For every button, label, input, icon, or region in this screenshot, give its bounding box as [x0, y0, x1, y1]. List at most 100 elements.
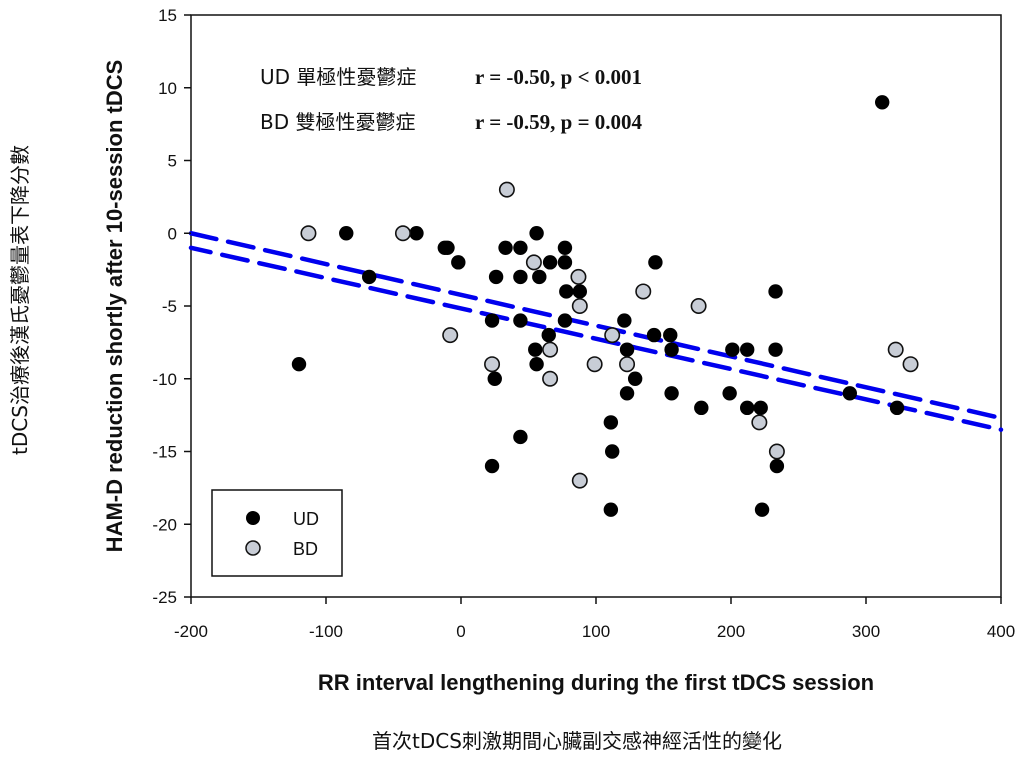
data-point-ud: [754, 502, 770, 517]
data-point-ud: [291, 357, 307, 372]
data-point-ud: [722, 386, 737, 401]
data-point-ud: [487, 371, 502, 386]
data-point-ud: [557, 240, 573, 255]
data-point-ud: [768, 284, 783, 299]
legend: UD BD: [211, 489, 343, 577]
annotation-ud: UD 單極性憂鬱症 r = -0.50, p < 0.001: [260, 65, 642, 89]
y-axis-ticks: 15 10 5 0 -5 -10 -15 -20 -25: [152, 6, 191, 607]
x-tick-label: 400: [987, 622, 1015, 641]
data-point-ud: [559, 284, 574, 299]
y-axis-label-chinese: tDCS治療後漢氏憂鬱量表下降分數: [8, 145, 32, 455]
data-point-ud: [339, 226, 354, 241]
data-point-ud: [532, 269, 547, 285]
data-point-ud: [529, 357, 544, 372]
data-point-ud: [541, 327, 556, 343]
y-tick-label: -20: [152, 515, 177, 534]
x-tick-label: 100: [582, 622, 610, 641]
data-point-ud: [769, 458, 785, 474]
x-tick-label: 0: [456, 622, 465, 641]
data-point-ud: [529, 226, 544, 241]
data-point-ud: [513, 313, 528, 328]
data-point-bd: [484, 356, 501, 373]
y-tick-label: 0: [168, 224, 177, 243]
annotation-ud-stat: r = -0.50, p < 0.001: [475, 65, 642, 89]
data-point-ud: [542, 255, 558, 270]
data-point-ud: [513, 240, 528, 255]
data-point-ud: [603, 415, 619, 430]
data-point-ud: [617, 313, 632, 328]
annotation-bd-label: BD 雙極性憂鬱症: [260, 110, 415, 134]
y-axis-label: HAM-D reduction shortly after 10-session…: [102, 60, 127, 553]
data-point-bd: [690, 297, 707, 314]
data-point-ud: [557, 313, 573, 328]
data-point-ud: [663, 327, 678, 343]
data-point-bd: [442, 327, 459, 344]
data-point-ud: [740, 400, 755, 416]
annotation-ud-label: UD 單極性憂鬱症: [260, 65, 416, 89]
data-point-ud: [484, 458, 500, 474]
legend-label-ud: UD: [293, 509, 319, 529]
data-point-ud: [603, 502, 619, 517]
regression-line-ud: [188, 231, 1004, 421]
data-point-bd: [571, 297, 588, 314]
data-point-bd: [570, 268, 587, 285]
y-tick-label: 10: [158, 79, 177, 98]
annotation-bd: BD 雙極性憂鬱症 r = -0.59, p = 0.004: [260, 110, 643, 134]
data-point-ud: [646, 327, 662, 343]
data-point-bd: [542, 341, 559, 358]
data-point-ud: [528, 342, 543, 357]
data-point-ud: [440, 240, 455, 255]
data-point-ud: [488, 269, 504, 285]
data-point-ud: [513, 269, 528, 285]
data-point-ud: [409, 226, 424, 241]
legend-label-bd: BD: [293, 539, 318, 559]
data-point-ud: [605, 444, 620, 459]
data-point-bd: [902, 356, 919, 373]
y-tick-label: 5: [168, 152, 177, 171]
data-point-ud: [875, 95, 890, 110]
regression-lines: [188, 231, 1004, 432]
x-tick-label: 200: [717, 622, 745, 641]
data-point-bd: [586, 356, 603, 373]
data-point-ud: [557, 255, 573, 270]
x-axis-label-chinese: 首次tDCS刺激期間心臟副交感神經活性的變化: [372, 729, 782, 753]
data-point-ud: [664, 386, 679, 401]
x-tick-label: 300: [852, 622, 880, 641]
data-point-bd: [635, 283, 652, 300]
legend-box: [211, 489, 343, 577]
x-tick-label: -200: [174, 622, 208, 641]
y-tick-label: -15: [152, 443, 177, 462]
data-point-ud: [648, 255, 663, 270]
y-tick-label: -25: [152, 588, 177, 607]
data-point-ud: [768, 342, 783, 357]
data-point-ud: [842, 386, 857, 401]
data-point-ud: [664, 342, 679, 357]
data-point-bd: [300, 225, 317, 242]
data-point-bd: [887, 341, 904, 358]
data-point-ud: [451, 255, 466, 270]
legend-marker-ud: [246, 511, 260, 525]
data-point-bd: [498, 181, 515, 198]
data-point-ud: [619, 342, 635, 357]
data-point-bd: [542, 370, 559, 387]
data-point-ud: [889, 400, 905, 416]
data-point-ud: [572, 284, 587, 299]
y-tick-label: -5: [162, 297, 177, 316]
data-point-ud: [725, 342, 740, 357]
data-point-ud: [627, 371, 643, 386]
annotation-bd-stat: r = -0.59, p = 0.004: [475, 110, 643, 134]
data-point-ud: [740, 342, 755, 357]
data-point-ud: [619, 386, 635, 401]
data-point-ud: [513, 429, 528, 445]
x-axis-ticks: -200 -100 0 100 200 300 400: [174, 597, 1015, 641]
data-point-bd: [394, 225, 411, 242]
data-point-ud: [484, 313, 500, 328]
data-point-ud: [498, 240, 513, 255]
y-tick-label: -10: [152, 370, 177, 389]
data-point-bd: [604, 327, 621, 344]
data-point-ud: [753, 400, 768, 416]
data-point-bd: [768, 443, 785, 460]
data-point-bd: [571, 472, 588, 489]
data-point-bd: [525, 254, 542, 271]
